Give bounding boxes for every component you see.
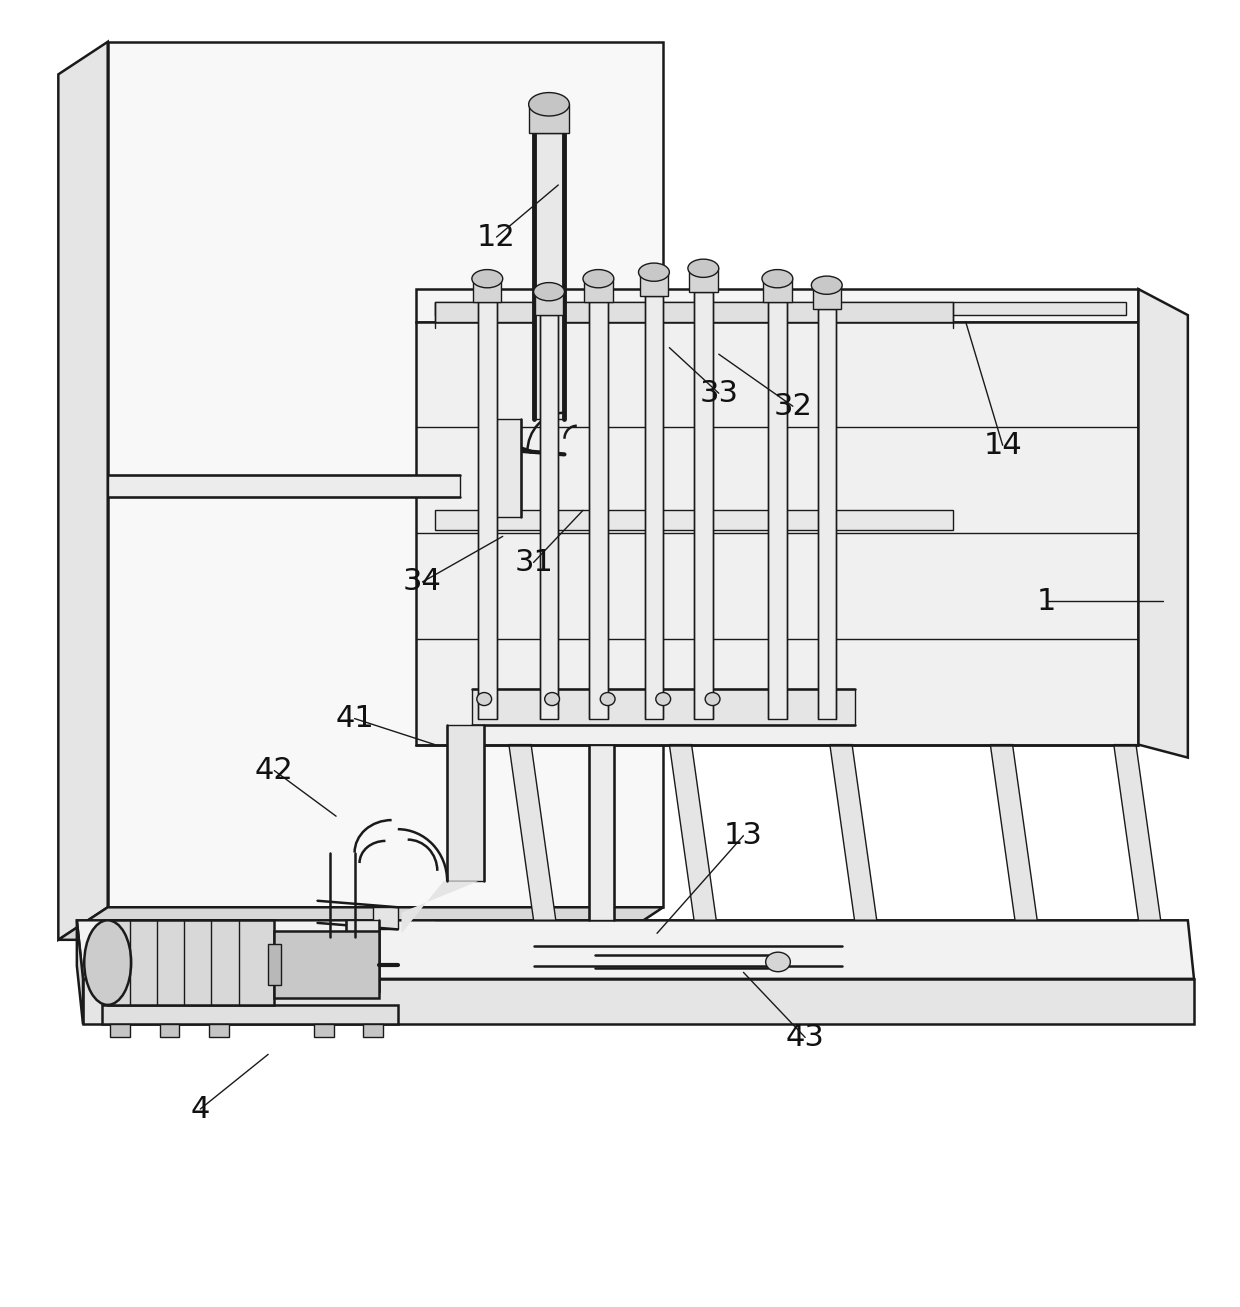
Polygon shape [694, 291, 713, 719]
Polygon shape [435, 302, 954, 322]
Polygon shape [83, 979, 1194, 1025]
Text: 42: 42 [255, 757, 294, 786]
Polygon shape [77, 920, 1194, 979]
Text: 41: 41 [335, 704, 374, 733]
Ellipse shape [84, 920, 131, 1005]
Bar [208, 1025, 228, 1038]
Text: 31: 31 [515, 548, 553, 576]
Polygon shape [689, 268, 718, 291]
Ellipse shape [583, 269, 614, 288]
Ellipse shape [544, 693, 559, 706]
Polygon shape [830, 745, 877, 920]
Ellipse shape [477, 693, 491, 706]
Bar [160, 1025, 180, 1038]
Polygon shape [373, 907, 398, 929]
Polygon shape [479, 302, 496, 719]
Bar [110, 1025, 130, 1038]
Polygon shape [435, 302, 1126, 315]
Polygon shape [108, 920, 274, 1005]
Text: 1: 1 [1037, 587, 1055, 616]
Polygon shape [539, 315, 558, 719]
Ellipse shape [761, 269, 792, 288]
Polygon shape [763, 278, 791, 302]
Ellipse shape [811, 276, 842, 294]
Polygon shape [645, 295, 663, 719]
Polygon shape [1114, 745, 1161, 920]
Text: 14: 14 [983, 431, 1022, 460]
Ellipse shape [528, 93, 569, 116]
Ellipse shape [639, 263, 670, 281]
Polygon shape [417, 322, 1138, 745]
Polygon shape [490, 420, 521, 516]
Polygon shape [274, 931, 379, 999]
Ellipse shape [688, 259, 719, 277]
Text: 4: 4 [191, 1094, 210, 1124]
Polygon shape [448, 725, 484, 881]
Polygon shape [528, 105, 569, 133]
Polygon shape [102, 1005, 398, 1025]
Polygon shape [991, 745, 1037, 920]
Polygon shape [589, 745, 614, 920]
Ellipse shape [706, 693, 720, 706]
Polygon shape [474, 278, 501, 302]
Polygon shape [435, 510, 954, 529]
Polygon shape [472, 689, 854, 725]
Bar [314, 1025, 334, 1038]
Polygon shape [589, 302, 608, 719]
Polygon shape [640, 272, 668, 295]
Ellipse shape [600, 693, 615, 706]
Polygon shape [670, 745, 717, 920]
Bar [363, 1025, 383, 1038]
Polygon shape [108, 42, 663, 907]
Polygon shape [77, 920, 83, 1025]
Polygon shape [533, 133, 564, 420]
Text: 13: 13 [724, 821, 763, 850]
Polygon shape [402, 881, 479, 933]
Ellipse shape [533, 282, 564, 301]
Polygon shape [508, 745, 556, 920]
Polygon shape [58, 42, 108, 940]
Polygon shape [1138, 289, 1188, 758]
Ellipse shape [765, 953, 790, 971]
Polygon shape [584, 278, 613, 302]
Text: 12: 12 [477, 222, 516, 251]
Polygon shape [108, 476, 460, 498]
Polygon shape [768, 302, 786, 719]
Polygon shape [417, 289, 1138, 322]
Polygon shape [58, 907, 663, 940]
Polygon shape [346, 920, 379, 992]
Polygon shape [812, 285, 841, 308]
Ellipse shape [656, 693, 671, 706]
Ellipse shape [472, 269, 502, 288]
Text: 43: 43 [786, 1023, 825, 1052]
Polygon shape [268, 944, 280, 985]
Text: 34: 34 [403, 567, 441, 596]
Polygon shape [534, 291, 563, 315]
Text: 33: 33 [699, 379, 738, 408]
Polygon shape [817, 308, 836, 719]
Text: 32: 32 [774, 392, 812, 421]
